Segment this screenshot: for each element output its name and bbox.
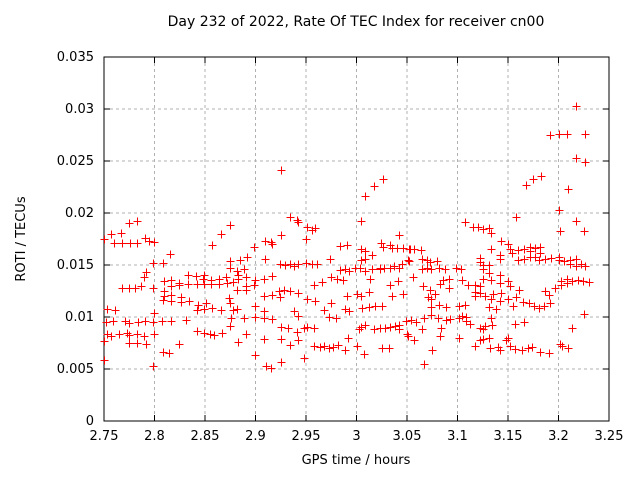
x-tick-label: 2.9 bbox=[245, 429, 266, 444]
x-tick-label: 2.75 bbox=[90, 429, 119, 444]
gridlines bbox=[104, 57, 609, 421]
data-points bbox=[100, 102, 594, 373]
x-axis-label: GPS time / hours bbox=[302, 453, 411, 468]
x-tick-label: 3 bbox=[352, 429, 360, 444]
y-tick-label: 0.01 bbox=[65, 310, 94, 325]
x-tick-label: 2.95 bbox=[292, 429, 321, 444]
y-tick-label: 0.035 bbox=[57, 50, 94, 65]
y-tick-label: 0.005 bbox=[57, 362, 94, 377]
y-axis-label: ROTI / TECUs bbox=[14, 196, 29, 281]
y-tick-label: 0 bbox=[86, 414, 94, 429]
x-tick-label: 2.85 bbox=[191, 429, 220, 444]
x-tick-label: 3.25 bbox=[595, 429, 624, 444]
x-tick-label: 3.2 bbox=[548, 429, 569, 444]
y-tick-label: 0.015 bbox=[57, 258, 94, 273]
x-tick-label: 2.8 bbox=[144, 429, 165, 444]
y-tick-label: 0.025 bbox=[57, 154, 94, 169]
y-tick-label: 0.02 bbox=[65, 206, 94, 221]
scatter-plus-markers bbox=[100, 102, 594, 373]
tick-labels: 2.75 2.8 2.85 2.9 2.95 3 3.05 3.1 3.15 3.2 3.25 0 0.… bbox=[57, 50, 624, 444]
chart-title: Day 232 of 2022, Rate Of TEC Index for r… bbox=[168, 14, 545, 30]
y-tick-label: 0.03 bbox=[65, 102, 94, 117]
x-tick-label: 3.05 bbox=[393, 429, 422, 444]
x-tick-label: 3.1 bbox=[447, 429, 468, 444]
x-tick-label: 3.15 bbox=[494, 429, 523, 444]
